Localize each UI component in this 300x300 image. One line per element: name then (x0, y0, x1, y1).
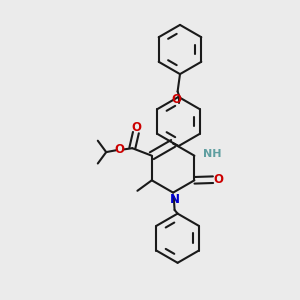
Text: O: O (115, 143, 125, 156)
Text: NH: NH (203, 149, 221, 159)
Text: O: O (131, 121, 142, 134)
Text: N: N (169, 193, 180, 206)
Text: O: O (171, 93, 181, 106)
Text: O: O (213, 173, 224, 186)
